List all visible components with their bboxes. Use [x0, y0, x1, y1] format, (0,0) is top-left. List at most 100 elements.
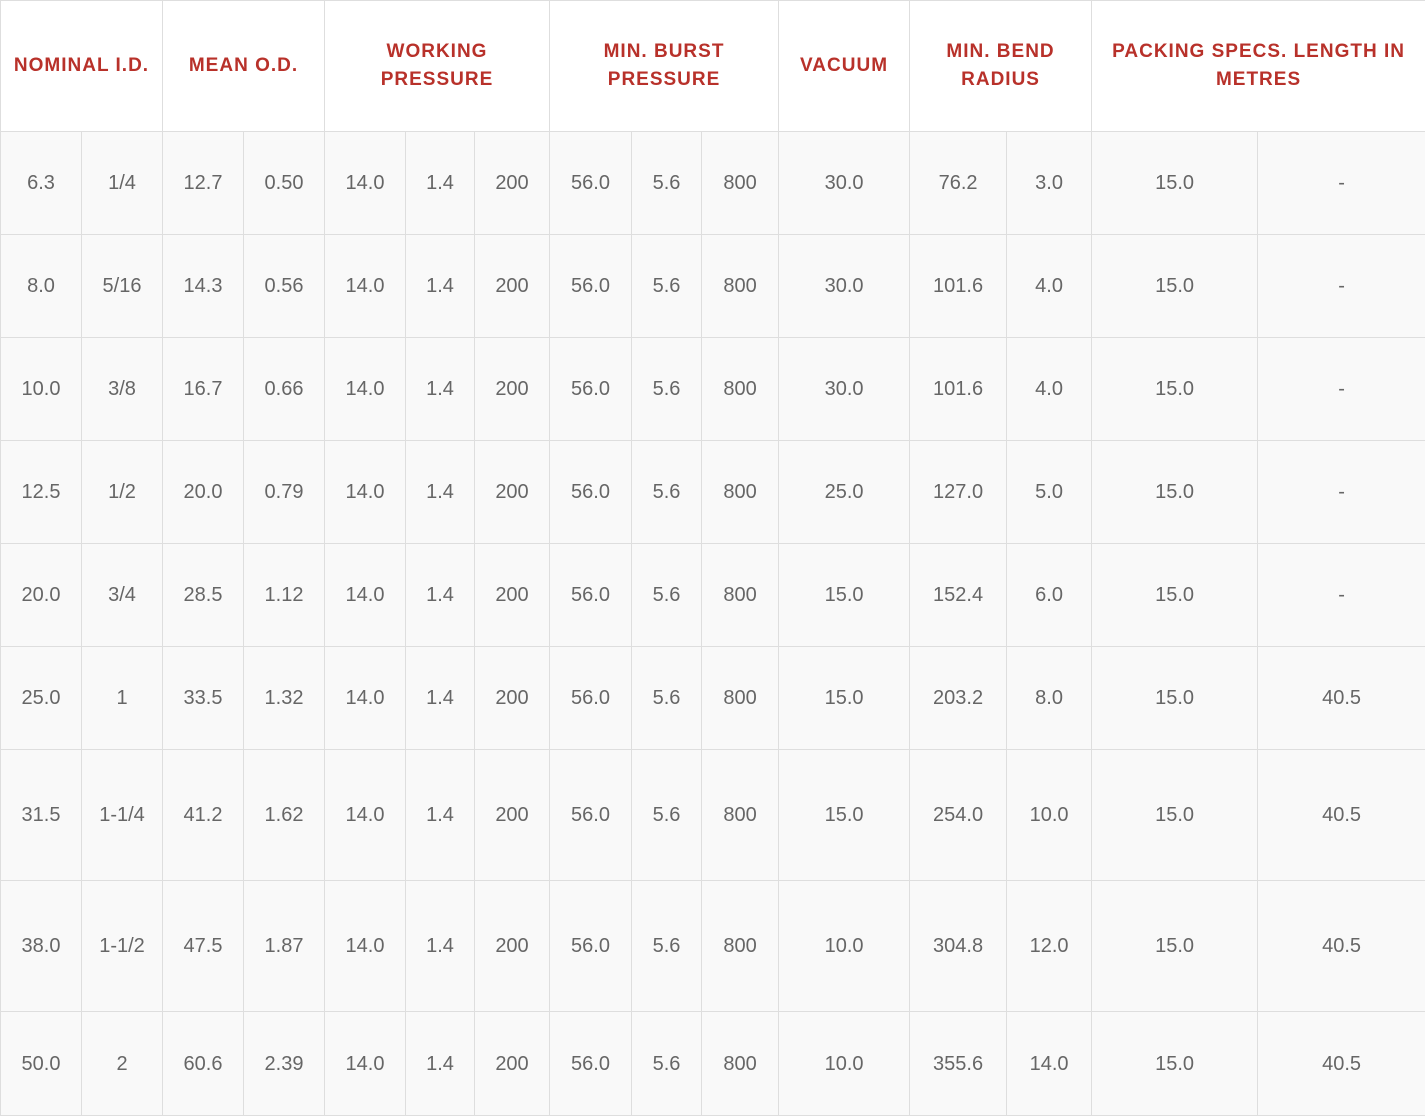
cell-mean-od-inch: 1.62 — [244, 750, 325, 881]
cell-vacuum: 10.0 — [779, 1012, 910, 1116]
cell-working-pressure-psi: 200 — [475, 235, 550, 338]
cell-nominal-id-mm: 50.0 — [1, 1012, 82, 1116]
cell-mean-od-mm: 28.5 — [163, 544, 244, 647]
cell-burst-pressure-mpa: 56.0 — [550, 235, 632, 338]
cell-working-pressure-kgf: 1.4 — [406, 750, 475, 881]
cell-working-pressure-kgf: 1.4 — [406, 1012, 475, 1116]
cell-burst-pressure-kgf: 5.6 — [632, 1012, 702, 1116]
cell-bend-radius-mm: 355.6 — [910, 1012, 1007, 1116]
cell-bend-radius-inch: 12.0 — [1007, 881, 1092, 1012]
cell-nominal-id-inch: 3/8 — [82, 338, 163, 441]
cell-working-pressure-psi: 200 — [475, 750, 550, 881]
cell-nominal-id-mm: 6.3 — [1, 132, 82, 235]
cell-bend-radius-inch: 3.0 — [1007, 132, 1092, 235]
cell-working-pressure-psi: 200 — [475, 441, 550, 544]
cell-mean-od-mm: 60.6 — [163, 1012, 244, 1116]
cell-nominal-id-mm: 20.0 — [1, 544, 82, 647]
cell-nominal-id-mm: 31.5 — [1, 750, 82, 881]
cell-working-pressure-kgf: 1.4 — [406, 235, 475, 338]
cell-working-pressure-mpa: 14.0 — [325, 1012, 406, 1116]
cell-burst-pressure-mpa: 56.0 — [550, 750, 632, 881]
cell-vacuum: 30.0 — [779, 235, 910, 338]
cell-nominal-id-mm: 10.0 — [1, 338, 82, 441]
cell-bend-radius-inch: 8.0 — [1007, 647, 1092, 750]
cell-packing-length-2: - — [1258, 235, 1425, 338]
cell-bend-radius-mm: 254.0 — [910, 750, 1007, 881]
cell-mean-od-mm: 33.5 — [163, 647, 244, 750]
cell-working-pressure-kgf: 1.4 — [406, 132, 475, 235]
cell-mean-od-mm: 20.0 — [163, 441, 244, 544]
cell-mean-od-mm: 14.3 — [163, 235, 244, 338]
cell-packing-length-1: 15.0 — [1092, 544, 1258, 647]
cell-vacuum: 15.0 — [779, 647, 910, 750]
cell-bend-radius-inch: 6.0 — [1007, 544, 1092, 647]
cell-mean-od-inch: 1.87 — [244, 881, 325, 1012]
header-mean-od: MEAN O.D. — [163, 1, 325, 132]
cell-working-pressure-psi: 200 — [475, 338, 550, 441]
cell-nominal-id-inch: 1/2 — [82, 441, 163, 544]
cell-working-pressure-kgf: 1.4 — [406, 544, 475, 647]
cell-burst-pressure-psi: 800 — [702, 441, 779, 544]
cell-burst-pressure-mpa: 56.0 — [550, 441, 632, 544]
cell-nominal-id-inch: 1/4 — [82, 132, 163, 235]
header-packing-specs: PACKING SPECS. LENGTH IN METRES — [1092, 1, 1425, 132]
cell-packing-length-2: - — [1258, 441, 1425, 544]
cell-bend-radius-mm: 101.6 — [910, 235, 1007, 338]
cell-mean-od-inch: 0.50 — [244, 132, 325, 235]
cell-nominal-id-inch: 2 — [82, 1012, 163, 1116]
cell-nominal-id-mm: 25.0 — [1, 647, 82, 750]
cell-burst-pressure-psi: 800 — [702, 881, 779, 1012]
header-min-bend-radius: MIN. BEND RADIUS — [910, 1, 1092, 132]
cell-burst-pressure-kgf: 5.6 — [632, 132, 702, 235]
cell-packing-length-2: - — [1258, 132, 1425, 235]
cell-working-pressure-mpa: 14.0 — [325, 647, 406, 750]
cell-burst-pressure-kgf: 5.6 — [632, 235, 702, 338]
cell-working-pressure-kgf: 1.4 — [406, 441, 475, 544]
cell-nominal-id-inch: 5/16 — [82, 235, 163, 338]
cell-mean-od-inch: 1.32 — [244, 647, 325, 750]
cell-mean-od-inch: 0.66 — [244, 338, 325, 441]
cell-burst-pressure-kgf: 5.6 — [632, 750, 702, 881]
cell-burst-pressure-mpa: 56.0 — [550, 132, 632, 235]
cell-burst-pressure-mpa: 56.0 — [550, 1012, 632, 1116]
cell-working-pressure-mpa: 14.0 — [325, 132, 406, 235]
cell-burst-pressure-mpa: 56.0 — [550, 881, 632, 1012]
cell-vacuum: 10.0 — [779, 881, 910, 1012]
cell-burst-pressure-mpa: 56.0 — [550, 647, 632, 750]
header-vacuum: VACUUM — [779, 1, 910, 132]
cell-packing-length-1: 15.0 — [1092, 235, 1258, 338]
cell-packing-length-1: 15.0 — [1092, 338, 1258, 441]
header-nominal-id: NOMINAL I.D. — [1, 1, 163, 132]
cell-working-pressure-psi: 200 — [475, 544, 550, 647]
cell-burst-pressure-psi: 800 — [702, 647, 779, 750]
cell-bend-radius-inch: 4.0 — [1007, 338, 1092, 441]
cell-vacuum: 30.0 — [779, 338, 910, 441]
cell-vacuum: 15.0 — [779, 750, 910, 881]
cell-working-pressure-mpa: 14.0 — [325, 235, 406, 338]
cell-mean-od-inch: 1.12 — [244, 544, 325, 647]
cell-mean-od-mm: 41.2 — [163, 750, 244, 881]
cell-working-pressure-mpa: 14.0 — [325, 544, 406, 647]
cell-vacuum: 25.0 — [779, 441, 910, 544]
cell-bend-radius-mm: 101.6 — [910, 338, 1007, 441]
cell-vacuum: 30.0 — [779, 132, 910, 235]
cell-burst-pressure-psi: 800 — [702, 235, 779, 338]
cell-packing-length-2: 40.5 — [1258, 1012, 1425, 1116]
cell-working-pressure-psi: 200 — [475, 1012, 550, 1116]
cell-packing-length-1: 15.0 — [1092, 132, 1258, 235]
cell-mean-od-inch: 0.79 — [244, 441, 325, 544]
cell-burst-pressure-kgf: 5.6 — [632, 338, 702, 441]
cell-nominal-id-mm: 8.0 — [1, 235, 82, 338]
cell-nominal-id-inch: 1-1/4 — [82, 750, 163, 881]
cell-working-pressure-mpa: 14.0 — [325, 881, 406, 1012]
cell-working-pressure-mpa: 14.0 — [325, 441, 406, 544]
cell-mean-od-mm: 47.5 — [163, 881, 244, 1012]
cell-bend-radius-mm: 304.8 — [910, 881, 1007, 1012]
